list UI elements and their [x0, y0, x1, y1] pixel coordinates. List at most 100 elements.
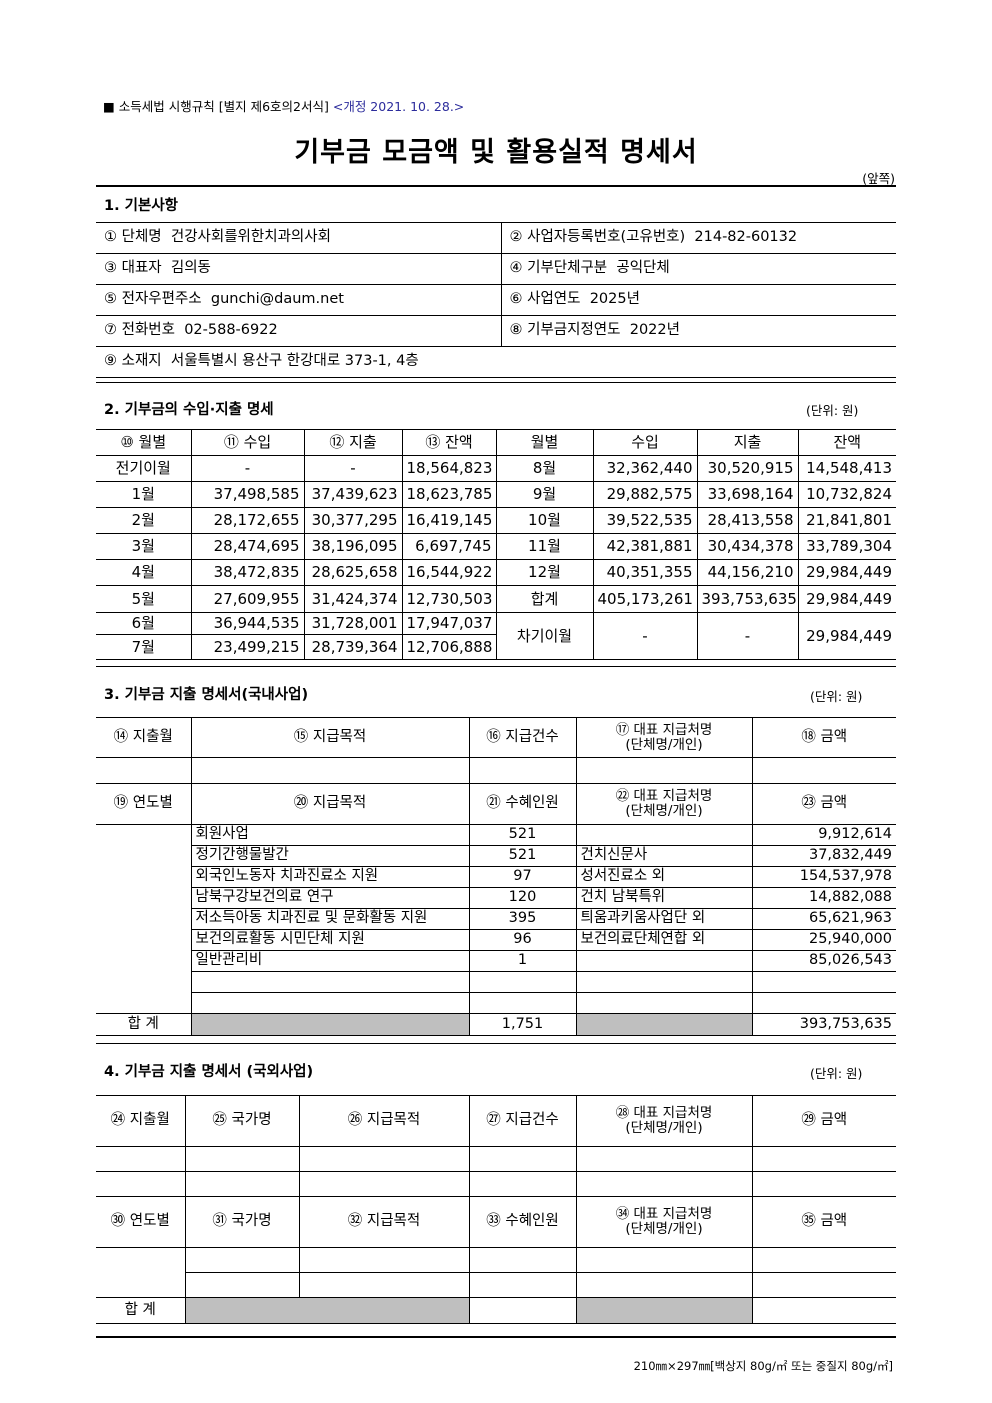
shaded-cell	[575, 1297, 753, 1324]
empty-cell	[575, 757, 753, 784]
table-row	[96, 1247, 896, 1298]
table-cell: 29,984,449	[797, 585, 896, 613]
table-cell: 39,522,535	[592, 507, 698, 534]
table-row: ㉔ 지출월 ㉕ 국가명 ㉖ 지급목적 ㉗ 지급건수 ㉘ 대표 지급처명 (단체명/개인) ㉙…	[96, 1095, 896, 1147]
table-cell: 405,173,261	[592, 585, 698, 613]
empty-cell	[751, 1272, 896, 1298]
column-header: 월별	[495, 429, 594, 456]
form-reference: ■ 소득세법 시행규칙 [별지 제6호의2서식] <개정 2021. 10. 2…	[103, 96, 464, 115]
column-header: ㉚ 연도별	[96, 1196, 186, 1248]
table-cell: 40,351,355	[592, 559, 698, 586]
info-value: 건강사회를위한치과의사회	[170, 229, 331, 246]
column-header: ㉕ 국가명	[184, 1095, 300, 1147]
column-header: 잔액	[797, 429, 896, 456]
table-cell: 10월	[495, 507, 594, 534]
table-cell: 6,697,745	[401, 533, 497, 560]
total-label: 합 계	[96, 1297, 186, 1324]
page-side-label: (앞쪽)	[862, 171, 895, 186]
empty-cell	[96, 1146, 186, 1172]
recipient-cell	[575, 824, 753, 846]
header-line1: ㉞ 대표 지급처명	[615, 1206, 713, 1223]
empty-cell	[184, 1146, 300, 1172]
column-header: ⑯ 지급건수	[468, 717, 577, 758]
column-header: ⑫ 지출	[303, 429, 403, 456]
info-label: ③ 대표자	[104, 260, 162, 277]
column-header: 수입	[592, 429, 698, 456]
recipient-cell	[575, 992, 753, 1014]
total-amount: 393,753,635	[751, 1013, 896, 1036]
recipient-cell	[575, 971, 753, 993]
table-cell: 31,728,001	[303, 612, 403, 635]
info-value: 김의동	[170, 260, 211, 277]
recipient-cell: 틔움과키움사업단 외	[575, 908, 753, 930]
column-header: ㉒ 대표 지급처명 (단체명/개인)	[575, 783, 753, 825]
divider	[96, 666, 896, 667]
table-row	[96, 971, 896, 993]
header-line2: (단체명/개인)	[625, 1120, 703, 1136]
table-cell: 30,434,378	[696, 533, 799, 560]
empty-cell	[468, 1146, 577, 1172]
table-cell: 23,499,215	[190, 634, 305, 660]
table-cell: 393,753,635	[696, 585, 799, 613]
domestic-expense-table: ⑭ 지출월 ⑮ 지급목적 ⑯ 지급건수 ⑰ 대표 지급처명 (단체명/개인) ⑱ 금액 ⑲ …	[96, 717, 896, 1036]
total-amount	[751, 1297, 896, 1324]
purpose-cell: 정기간행물발간	[191, 845, 470, 867]
info-value: 공익단체	[616, 260, 670, 277]
info-cell: ⑧ 기부금지정연도 2022년	[500, 315, 896, 347]
table-row: 2월 28,172,655 30,377,295 16,419,145 10월 39,52…	[96, 507, 896, 534]
table-cell: 33,789,304	[797, 533, 896, 560]
table-cell: 17,947,037	[401, 612, 497, 635]
amount-cell	[751, 992, 896, 1014]
shaded-cell	[575, 1013, 753, 1036]
table-cell: 36,944,535	[190, 612, 305, 635]
table-cell: 29,984,449	[797, 559, 896, 586]
column-header: ㉖ 지급목적	[298, 1095, 470, 1147]
table-row: 6월 36,944,535 31,728,001 17,947,037 차기이월 - -29…	[96, 612, 896, 660]
column-header: ㉝ 수혜인원	[468, 1196, 577, 1248]
column-header: ⑱ 금액	[751, 717, 896, 758]
amount-cell: 154,537,978	[751, 866, 896, 888]
amount-cell: 9,912,614	[751, 824, 896, 846]
table-row: 1월 37,498,585 37,439,623 18,623,785 9월 29,882…	[96, 481, 896, 508]
revision-date: <개정 2021. 10. 28.>	[332, 99, 465, 114]
purpose-cell: 외국인노동자 치과진료소 지원	[191, 866, 470, 888]
column-header: ㉓ 금액	[751, 783, 896, 825]
empty-cell	[468, 1247, 577, 1273]
info-cell: ④ 기부단체구분 공익단체	[500, 253, 896, 285]
column-header: ⑬ 잔액	[401, 429, 497, 456]
table-cell: -	[592, 612, 698, 660]
table-cell: 2월	[96, 507, 192, 534]
column-header: ㉑ 수혜인원	[468, 783, 577, 825]
table-row: 4월 38,472,835 28,625,658 16,544,922 12월 40,35…	[96, 559, 896, 586]
amount-cell: 25,940,000	[751, 929, 896, 951]
info-cell: ① 단체명 건강사회를위한치과의사회	[96, 222, 502, 254]
count-cell: 395	[468, 908, 577, 930]
table-row: 저소득아동 치과진료 및 문화활동 지원 395 틔움과키움사업단 외 65,621,…	[96, 908, 896, 930]
recipient-cell	[575, 950, 753, 972]
table-row	[96, 757, 896, 784]
info-label: ⑧ 기부금지정연도	[509, 322, 621, 339]
info-value: 2025년	[589, 291, 640, 308]
table-cell: 차기이월	[495, 612, 594, 660]
column-header: ㉙ 금액	[751, 1095, 896, 1147]
table-cell: 37,498,585	[190, 481, 305, 508]
section4-unit: (단위: 원)	[810, 1066, 863, 1081]
table-cell: 28,625,658	[303, 559, 403, 586]
column-header: ㉘ 대표 지급처명 (단체명/개인)	[575, 1095, 753, 1147]
amount-cell: 37,832,449	[751, 845, 896, 867]
overseas-expense-table: ㉔ 지출월 ㉕ 국가명 ㉖ 지급목적 ㉗ 지급건수 ㉘ 대표 지급처명 (단체명/개인) ㉙…	[96, 1095, 896, 1324]
recipient-cell: 보건의료단체연합 외	[575, 929, 753, 951]
form-ref-text: ■ 소득세법 시행규칙 [별지 제6호의2서식]	[103, 99, 329, 114]
table-cell: 12,706,888	[401, 634, 496, 660]
table-cell: 전기이월	[96, 455, 192, 482]
basic-info-table: ① 단체명 건강사회를위한치과의사회 ② 사업자등록번호(고유번호) 214-82…	[96, 222, 896, 378]
column-header: ㉔ 지출월	[96, 1095, 186, 1147]
table-row: ⑦ 전화번호 02-588-6922 ⑧ 기부금지정연도 2022년	[96, 315, 896, 347]
recipient-cell: 건치 남북특위	[575, 887, 753, 909]
empty-cell	[468, 1171, 577, 1197]
table-row: 남북구강보건의료 연구 120 건치 남북특위 14,882,088	[96, 887, 896, 909]
column-header: ⑪ 수입	[190, 429, 305, 456]
count-cell: 96	[468, 929, 577, 951]
empty-cell	[190, 757, 470, 784]
address-cell: ⑨ 소재지 서울특별시 용산구 한강대로 373-1, 4층	[96, 346, 896, 378]
